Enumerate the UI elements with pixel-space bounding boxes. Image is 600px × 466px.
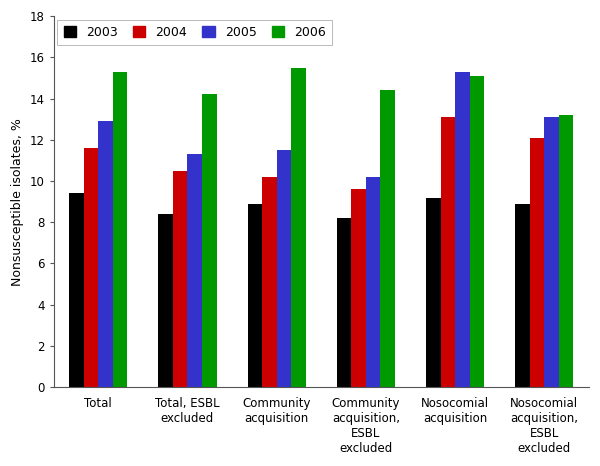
Bar	[352, 189, 366, 387]
Bar	[455, 72, 470, 387]
Bar	[98, 121, 113, 387]
Bar	[173, 171, 187, 387]
Bar	[515, 204, 530, 387]
Bar	[440, 117, 455, 387]
Bar	[559, 115, 574, 387]
Bar	[262, 177, 277, 387]
Bar	[470, 76, 484, 387]
Bar	[84, 148, 98, 387]
Bar	[380, 90, 395, 387]
Bar	[69, 193, 84, 387]
Bar	[158, 214, 173, 387]
Legend: 2003, 2004, 2005, 2006: 2003, 2004, 2005, 2006	[58, 20, 332, 45]
Bar	[202, 95, 217, 387]
Bar	[530, 138, 544, 387]
Bar	[426, 198, 440, 387]
Bar	[366, 177, 380, 387]
Bar	[277, 150, 291, 387]
Bar	[187, 154, 202, 387]
Bar	[291, 68, 306, 387]
Bar	[337, 218, 352, 387]
Bar	[113, 72, 127, 387]
Bar	[248, 204, 262, 387]
Bar	[544, 117, 559, 387]
Y-axis label: Nonsusceptible isolates, %: Nonsusceptible isolates, %	[11, 118, 24, 286]
